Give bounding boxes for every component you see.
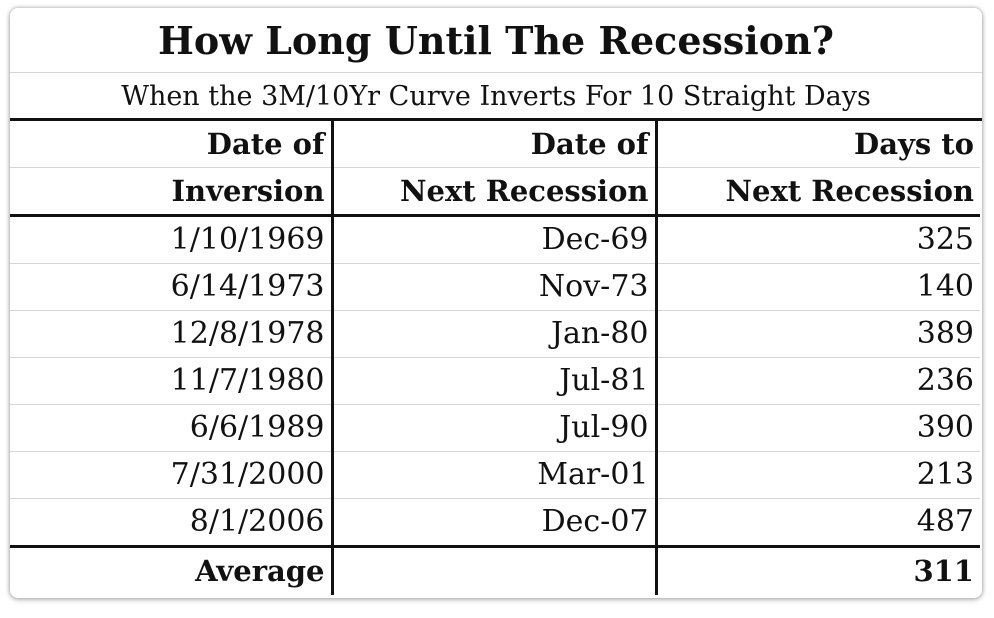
inversion-date-cell: 6/6/1989 xyxy=(10,405,332,452)
spreadsheet-table: How Long Until The Recession? When the 3… xyxy=(10,8,982,598)
col-header-inversion-line2: Inversion xyxy=(10,168,332,216)
days-cell: 487 xyxy=(656,499,980,547)
header-row-1: Date of Date of Days to xyxy=(10,121,980,168)
recession-date-cell: Dec-69 xyxy=(332,216,656,264)
days-cell: 236 xyxy=(656,358,980,405)
table-subtitle: When the 3M/10Yr Curve Inverts For 10 St… xyxy=(10,72,982,120)
table-title: How Long Until The Recession? xyxy=(10,8,982,73)
average-days-cell: 311 xyxy=(656,547,980,596)
average-recession-cell xyxy=(332,547,656,596)
recession-date-cell: Jul-90 xyxy=(332,405,656,452)
inversion-date-cell: 1/10/1969 xyxy=(10,216,332,264)
col-header-days-line2: Next Recession xyxy=(656,168,980,216)
days-cell: 140 xyxy=(656,264,980,311)
col-header-inversion-line1: Date of xyxy=(10,121,332,168)
inversion-date-cell: 11/7/1980 xyxy=(10,358,332,405)
table-row: 1/10/1969 Dec-69 325 xyxy=(10,216,980,264)
inversion-date-cell: 12/8/1978 xyxy=(10,311,332,358)
table-row: 8/1/2006 Dec-07 487 xyxy=(10,499,980,547)
col-header-recession-line2: Next Recession xyxy=(332,168,656,216)
recession-date-cell: Mar-01 xyxy=(332,452,656,499)
table-card: How Long Until The Recession? When the 3… xyxy=(10,8,982,598)
table-row: 7/31/2000 Mar-01 213 xyxy=(10,452,980,499)
table-row: 11/7/1980 Jul-81 236 xyxy=(10,358,980,405)
days-cell: 325 xyxy=(656,216,980,264)
col-header-recession-line1: Date of xyxy=(332,121,656,168)
inversion-date-cell: 7/31/2000 xyxy=(10,452,332,499)
recession-date-cell: Jan-80 xyxy=(332,311,656,358)
recession-table: Date of Date of Days to Inversion Next R… xyxy=(10,121,980,595)
recession-date-cell: Jul-81 xyxy=(332,358,656,405)
table-row: 12/8/1978 Jan-80 389 xyxy=(10,311,980,358)
average-row: Average 311 xyxy=(10,547,980,596)
average-label: Average xyxy=(10,547,332,596)
header-row-2: Inversion Next Recession Next Recession xyxy=(10,168,980,216)
days-cell: 389 xyxy=(656,311,980,358)
days-cell: 213 xyxy=(656,452,980,499)
table-row: 6/6/1989 Jul-90 390 xyxy=(10,405,980,452)
table-row: 6/14/1973 Nov-73 140 xyxy=(10,264,980,311)
inversion-date-cell: 6/14/1973 xyxy=(10,264,332,311)
recession-date-cell: Nov-73 xyxy=(332,264,656,311)
inversion-date-cell: 8/1/2006 xyxy=(10,499,332,547)
recession-date-cell: Dec-07 xyxy=(332,499,656,547)
days-cell: 390 xyxy=(656,405,980,452)
col-header-days-line1: Days to xyxy=(656,121,980,168)
